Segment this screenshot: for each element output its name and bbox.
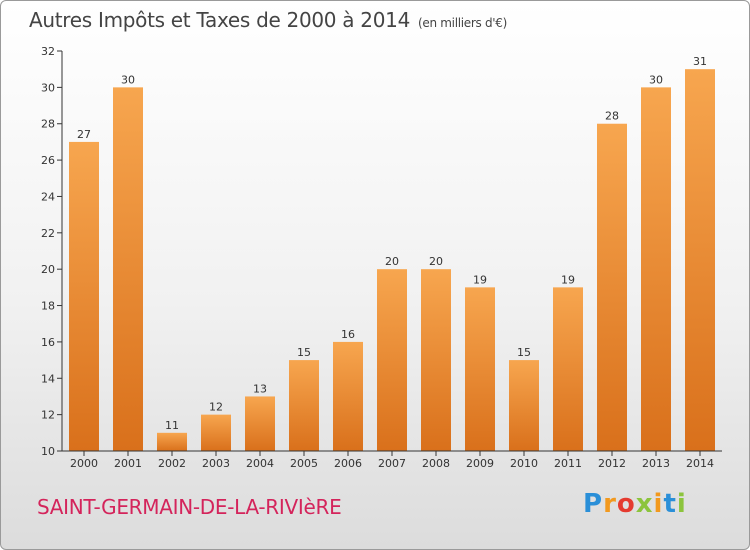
y-tick-label: 18 — [41, 300, 55, 313]
x-tick-label: 2012 — [598, 457, 626, 470]
y-tick-label: 14 — [41, 372, 55, 385]
y-tick-label: 32 — [41, 45, 55, 58]
logo-letter: r — [603, 489, 617, 519]
y-tick-label: 16 — [41, 336, 55, 349]
y-tick-label: 24 — [41, 190, 55, 203]
x-tick-label: 2008 — [422, 457, 450, 470]
chart-title: Autres Impôts et Taxes de 2000 à 2014 (en… — [29, 8, 507, 32]
y-tick-label: 10 — [41, 445, 55, 458]
data-label: 30 — [649, 73, 663, 86]
bar — [289, 360, 319, 451]
logo-letter: o — [616, 489, 636, 519]
y-tick-label: 26 — [41, 154, 55, 167]
data-label: 12 — [209, 401, 223, 414]
bar — [333, 341, 363, 451]
bar — [465, 287, 495, 451]
bar — [157, 432, 187, 451]
data-label: 27 — [77, 128, 91, 141]
y-tick-label: 12 — [41, 409, 55, 422]
bar — [553, 287, 583, 451]
x-tick-label: 2013 — [642, 457, 670, 470]
x-tick-label: 2006 — [334, 457, 362, 470]
logo-letter: P — [583, 489, 604, 519]
x-tick-label: 2005 — [290, 457, 318, 470]
data-label: 20 — [429, 255, 443, 268]
bar — [245, 396, 275, 451]
proxiti-logo[interactable]: Proxiti — [583, 489, 687, 519]
y-tick-label: 22 — [41, 227, 55, 240]
data-label: 30 — [121, 73, 135, 86]
data-label: 11 — [165, 419, 179, 432]
bar — [509, 360, 539, 451]
commune-name: SAINT-GERMAIN-DE-LA-RIVIèRE — [37, 495, 342, 519]
bar — [421, 269, 451, 451]
x-tick-label: 2010 — [510, 457, 538, 470]
data-label: 15 — [297, 346, 311, 359]
logo-letter: i — [653, 489, 664, 519]
bar — [597, 123, 627, 452]
x-tick-label: 2003 — [202, 457, 230, 470]
data-label: 19 — [473, 273, 487, 286]
data-label: 15 — [517, 346, 531, 359]
x-tick-label: 2014 — [686, 457, 714, 470]
y-tick-label: 20 — [41, 263, 55, 276]
bar — [377, 269, 407, 451]
x-tick-label: 2000 — [70, 457, 98, 470]
data-label: 13 — [253, 382, 267, 395]
x-tick-label: 2004 — [246, 457, 274, 470]
data-label: 20 — [385, 255, 399, 268]
x-tick-label: 2009 — [466, 457, 494, 470]
bar — [113, 87, 143, 451]
bar — [201, 414, 231, 451]
bar — [69, 141, 99, 451]
data-label: 16 — [341, 328, 355, 341]
logo-letter: x — [635, 489, 654, 519]
logo-letter: i — [676, 489, 687, 519]
x-tick-label: 2007 — [378, 457, 406, 470]
data-label: 31 — [693, 55, 707, 68]
x-tick-label: 2002 — [158, 457, 186, 470]
data-label: 28 — [605, 110, 619, 123]
chart-unit: (en milliers d'€) — [418, 16, 508, 30]
bar — [641, 87, 671, 451]
y-tick-label: 30 — [41, 81, 55, 94]
x-tick-label: 2001 — [114, 457, 142, 470]
logo-letter: t — [663, 489, 677, 519]
data-label: 19 — [561, 273, 575, 286]
bar — [685, 69, 715, 451]
y-tick-label: 28 — [41, 118, 55, 131]
chart-title-text: Autres Impôts et Taxes de 2000 à 2014 — [29, 8, 410, 32]
x-tick-label: 2011 — [554, 457, 582, 470]
